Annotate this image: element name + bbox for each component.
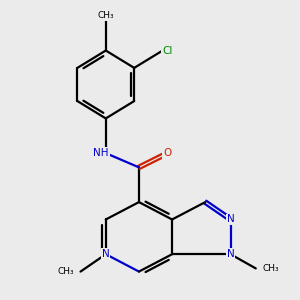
Text: Cl: Cl	[162, 46, 172, 56]
Text: N: N	[227, 249, 234, 259]
Text: N: N	[227, 214, 234, 224]
Text: CH₃: CH₃	[58, 267, 74, 276]
Text: CH₃: CH₃	[98, 11, 114, 20]
Text: NH: NH	[93, 148, 109, 158]
Text: N: N	[102, 249, 110, 259]
Text: CH₃: CH₃	[262, 264, 279, 273]
Text: O: O	[163, 148, 172, 158]
